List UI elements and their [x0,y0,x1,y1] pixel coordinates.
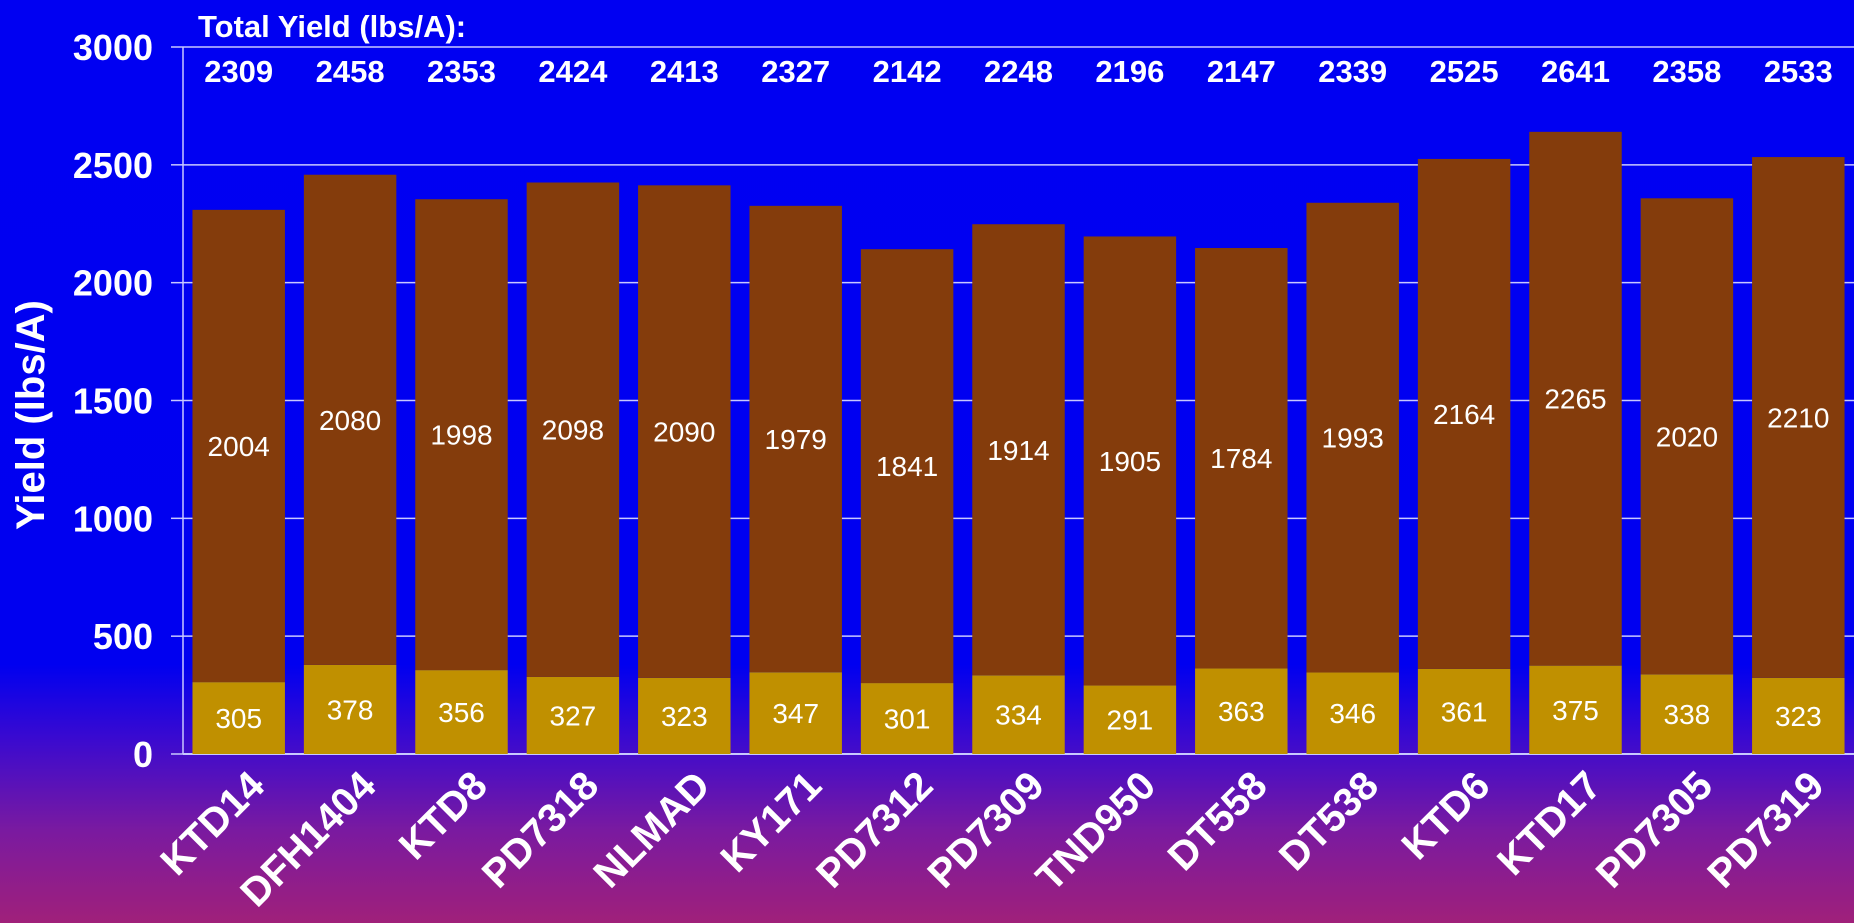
category-label: NLMAD [585,763,718,896]
segment-value-label: 375 [1552,695,1599,726]
segment-value-label: 2090 [653,417,715,448]
category-label: PD7319 [1699,763,1832,896]
bar-segment [1083,236,1177,686]
total-value-label: 2248 [984,54,1053,89]
segment-value-label: 2265 [1544,384,1606,415]
segment-value-label: 378 [327,694,374,725]
bar-segment [1306,202,1399,673]
total-value-label: 2196 [1095,54,1164,89]
total-value-label: 2533 [1764,54,1833,89]
bar-segment [749,205,842,673]
bar-segment [1306,672,1399,754]
bar-segment [749,672,842,754]
total-value-label: 2309 [204,54,273,89]
segment-value-label: 1979 [765,424,827,455]
y-tick-label: 1500 [73,381,153,422]
bar-segment [415,199,508,671]
category-label: DT538 [1271,763,1387,879]
bar-segment [1083,685,1177,754]
bar-segment [1529,131,1622,666]
bar-segment [1529,665,1622,754]
y-tick-label: 3000 [73,27,153,68]
segment-value-label: 2020 [1656,421,1718,452]
bar-segment [1417,158,1511,669]
segment-value-label: 305 [215,703,262,734]
segment-value-label: 291 [1107,705,1154,736]
bar-segment [638,185,731,678]
segment-value-label: 346 [1329,698,1376,729]
bar-segment [1752,157,1845,678]
total-value-label: 2525 [1430,54,1499,89]
bar-segment [1195,668,1288,754]
total-value-label: 2641 [1541,54,1610,89]
bar-segment [860,249,954,684]
category-label: PD7305 [1588,763,1721,896]
bar-segment [415,670,508,754]
segment-value-label: 334 [995,700,1042,731]
category-label: TND950 [1028,763,1164,899]
category-label: PD7309 [920,763,1053,896]
segment-value-label: 1784 [1210,443,1272,474]
bar-segment [860,683,954,754]
segment-value-label: 2098 [542,415,604,446]
total-value-label: 2413 [650,54,719,89]
category-label: PD7318 [474,763,607,896]
y-tick-label: 2500 [73,145,153,186]
segment-value-label: 347 [772,698,819,729]
segment-value-label: 2004 [208,431,270,462]
total-value-label: 2424 [538,54,608,89]
segment-value-label: 1914 [987,435,1049,466]
segment-value-label: 338 [1664,699,1711,730]
y-tick-label: 500 [93,616,153,657]
bars [192,131,1845,754]
bar-segment [1752,677,1845,754]
bar-segment [526,676,620,754]
y-tick-label: 0 [133,734,153,775]
total-value-label: 2458 [316,54,385,89]
segment-value-label: 2210 [1767,402,1829,433]
segment-value-label: 327 [550,700,597,731]
total-yield-header: Total Yield (lbs/A): [198,9,466,44]
bar-segment [192,682,285,754]
bar-segment [638,677,731,754]
segment-value-label: 363 [1218,696,1265,727]
bar-segment [526,182,620,677]
y-tick-label: 2000 [73,263,153,304]
segment-value-label: 356 [438,697,485,728]
bar-segment [972,224,1065,676]
segment-value-label: 301 [884,704,931,735]
total-value-label: 2358 [1652,54,1721,89]
bar-segment [303,664,397,754]
total-value-label: 2353 [427,54,496,89]
bar-segment [192,209,285,683]
total-value-label: 2327 [761,54,830,89]
segment-value-label: 2164 [1433,399,1495,430]
segment-value-label: 1841 [876,451,938,482]
total-value-label: 2339 [1318,54,1387,89]
segment-value-label: 361 [1441,696,1488,727]
segment-value-label: 1993 [1322,423,1384,454]
bar-segment [1640,674,1734,754]
category-label: KTD6 [1393,763,1498,868]
segment-value-label: 2080 [319,405,381,436]
total-value-label: 2142 [873,54,942,89]
segment-value-label: 323 [661,701,708,732]
category-label: DT558 [1160,763,1276,879]
segment-value-label: 1905 [1099,446,1161,477]
total-value-label: 2147 [1207,54,1276,89]
category-label: PD7312 [808,763,941,896]
bar-segment [1640,198,1734,675]
y-tick-label: 1000 [73,498,153,539]
y-axis-title: Yield (lbs/A) [9,300,53,530]
bar-segment [1417,668,1511,754]
category-label: KTD8 [391,763,496,868]
bar-segment [972,675,1065,754]
segment-value-label: 323 [1775,701,1822,732]
bar-segment [303,174,397,665]
segment-value-label: 1998 [430,420,492,451]
bar-segment [1195,248,1288,669]
